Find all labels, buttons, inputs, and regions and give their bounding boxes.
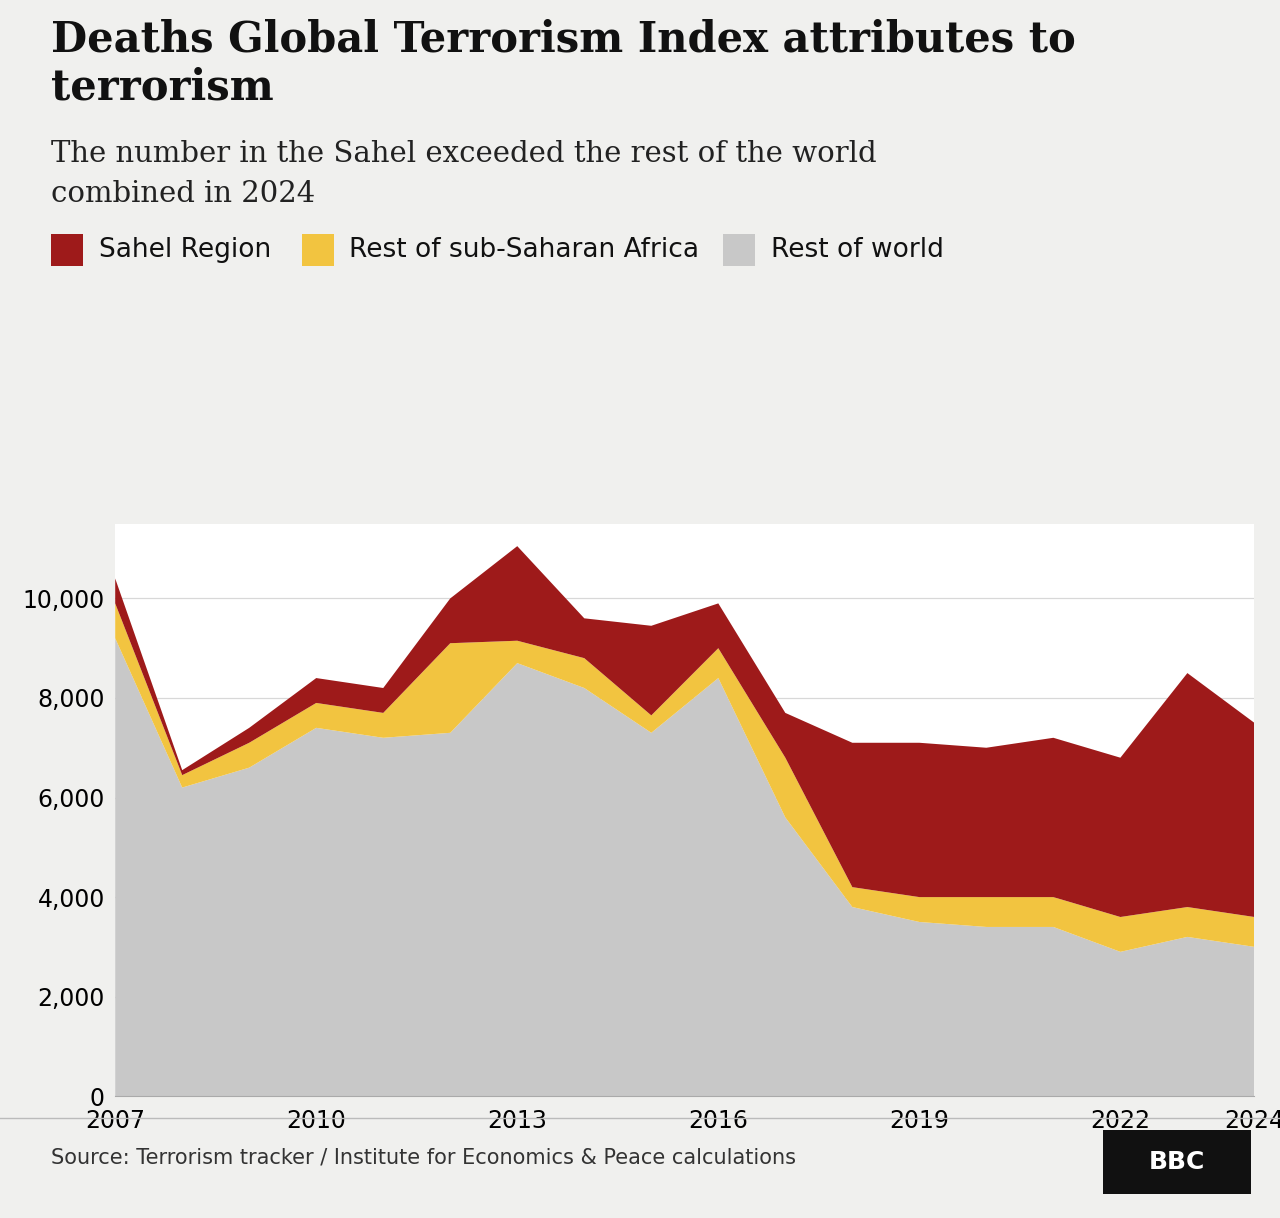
Text: The number in the Sahel exceeded the rest of the world: The number in the Sahel exceeded the res… <box>51 140 877 168</box>
Text: Sahel Region: Sahel Region <box>99 236 271 263</box>
Text: combined in 2024: combined in 2024 <box>51 180 315 208</box>
Text: Deaths Global Terrorism Index attributes to: Deaths Global Terrorism Index attributes… <box>51 18 1076 60</box>
Text: Rest of sub-Saharan Africa: Rest of sub-Saharan Africa <box>349 236 699 263</box>
Text: terrorism: terrorism <box>51 67 274 108</box>
Text: Rest of world: Rest of world <box>771 236 943 263</box>
Text: Source: Terrorism tracker / Institute for Economics & Peace calculations: Source: Terrorism tracker / Institute fo… <box>51 1147 796 1167</box>
Text: BBC: BBC <box>1148 1150 1206 1174</box>
